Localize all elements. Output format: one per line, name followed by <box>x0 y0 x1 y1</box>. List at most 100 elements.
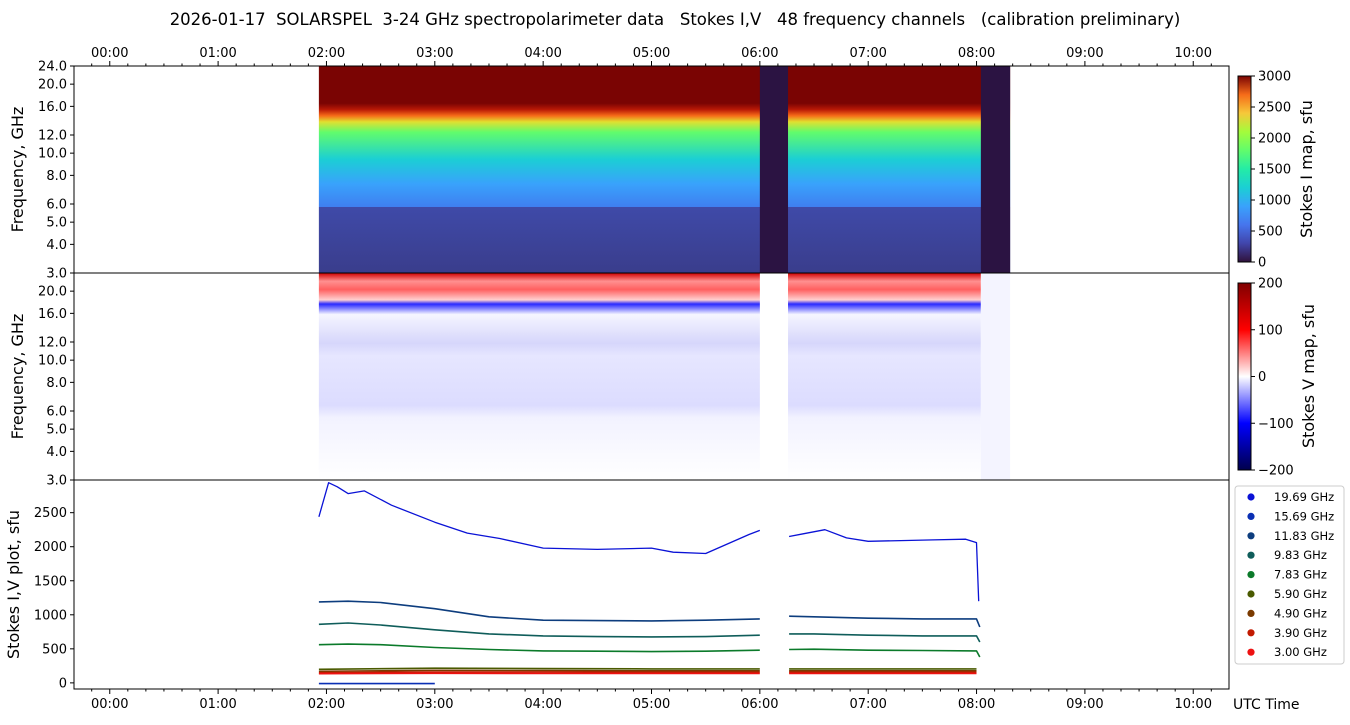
stokes-v-freq-tick-label: 12.0 <box>38 336 67 351</box>
stokes-i-spectrogram <box>318 66 1011 273</box>
bottom-time-tick-label: 03:00 <box>416 697 453 712</box>
stokes-i-colorbar-tick-label: 2000 <box>1258 132 1291 147</box>
plot-y-tick-label: 1000 <box>34 608 67 623</box>
legend-label: 7.83 GHz <box>1274 568 1327 582</box>
top-time-tick-label: 05:00 <box>633 46 670 61</box>
legend-marker <box>1247 512 1255 521</box>
plot-y-tick-label: 1500 <box>34 574 67 589</box>
series-line-4.90-ghz-part-1 <box>318 669 760 673</box>
chart-title: 2026-01-17 SOLARSPEL 3-24 GHz spectropol… <box>169 10 1181 29</box>
stokes-v-ylabel: Frequency, GHz <box>8 314 27 440</box>
legend-label: 15.69 GHz <box>1274 509 1334 523</box>
stokes-i-ylabel: Frequency, GHz <box>8 107 27 233</box>
series-line-7.83-ghz-part-1 <box>318 643 760 653</box>
legend-box <box>1234 485 1345 665</box>
legend-label: 5.90 GHz <box>1274 587 1327 601</box>
legend-label: 4.90 GHz <box>1274 606 1327 620</box>
stokes-v-map-segment-1 <box>318 273 760 480</box>
stokes-v-freq-tick-label: 6.0 <box>46 405 67 420</box>
bottom-time-tick-label: 06:00 <box>741 697 778 712</box>
top-time-tick-label: 08:00 <box>958 46 995 61</box>
legend-label: 9.83 GHz <box>1274 548 1327 562</box>
legend-marker <box>1247 551 1255 559</box>
stokes-v-freq-tick-label: 10.0 <box>38 354 67 369</box>
stokes-i-colorbar-label: Stokes I map, sfu <box>1297 100 1316 238</box>
top-time-tick-label: 02:00 <box>308 46 345 61</box>
stokes-i-map <box>318 66 1011 273</box>
bottom-time-tick-label: 09:00 <box>1066 697 1103 712</box>
series-line-3.90-ghz-part-1 <box>318 671 760 674</box>
stokes-v-colorbar-tick-label: 200 <box>1258 277 1283 292</box>
series-line-7.83-ghz-part-2 <box>789 648 981 658</box>
bottom-time-axis: 00:00 01:00 02:00 03:00 04:00 05:00 06:00 07:00… <box>91 689 1212 712</box>
stokes-i-colorbar-ticks: 3000 2500 2000 1500 1000 500 0 <box>1251 70 1291 271</box>
stokes-v-freq-tick-label: 8.0 <box>46 376 67 391</box>
stokes-i-freq-tick-label: 12.0 <box>38 129 67 144</box>
stokes-v-spectrogram <box>318 273 1011 480</box>
stokes-i-freq-tick-label: 5.0 <box>46 216 67 231</box>
series-line-5.90-ghz-part-1 <box>318 667 760 671</box>
stokes-i-colorbar: 3000 2500 2000 1500 1000 500 0 Stokes I map, s… <box>1237 70 1316 271</box>
data-gap-1 <box>759 66 789 273</box>
bottom-time-tick-label: 01:00 <box>199 697 236 712</box>
legend-marker <box>1247 571 1255 579</box>
stokes-v-freq-tick-label: 5.0 <box>46 423 67 438</box>
top-time-axis: 00:00 01:00 02:00 03:00 04:00 05:00 06:00 07:00… <box>91 46 1212 66</box>
stokes-v-colorbar-gradient <box>1237 282 1252 471</box>
legend: 19.69 GHz 15.69 GHz 11.83 GHz 9.83 GHz 7.83 … <box>1234 485 1345 665</box>
stokes-v-colorbar-tick-label: −100 <box>1258 417 1294 432</box>
stokes-v-tail <box>980 273 1011 480</box>
bottom-time-tick-label: 04:00 <box>524 697 561 712</box>
stokes-i-colorbar-tick-label: 1000 <box>1258 194 1291 209</box>
plot-frame <box>73 479 1230 690</box>
bottom-time-tick-label: 08:00 <box>958 697 995 712</box>
top-time-tick-label: 06:00 <box>741 46 778 61</box>
stokes-i-freq-tick-label: 16.0 <box>38 100 67 115</box>
legend-marker <box>1247 590 1255 598</box>
top-time-tick-label: 10:00 <box>1175 46 1212 61</box>
stokes-v-freq-tick-label: 20.0 <box>38 285 67 300</box>
plot-y-axis: 0 500 1000 1500 2000 2500 <box>34 506 74 691</box>
stokes-v-colorbar-tick-label: −200 <box>1258 464 1294 479</box>
stokes-v-colorbar-label: Stokes V map, sfu <box>1299 304 1318 448</box>
stokes-v-colorbar: 200 100 0 −100 −200 Stokes V map, sfu <box>1237 277 1318 479</box>
stokes-i-panel: 00:00 01:00 02:00 03:00 04:00 05:00 06:00 07:00… <box>8 46 1230 282</box>
legend-marker <box>1247 648 1255 656</box>
legend-marker <box>1247 629 1255 637</box>
stokes-i-freq-tick-label: 3.0 <box>46 267 67 282</box>
stokes-i-freq-tick-label: 10.0 <box>38 147 67 162</box>
series-line-19.69-ghz-part-2 <box>788 529 980 602</box>
stokes-i-colorbar-tick-label: 0 <box>1258 256 1266 271</box>
legend-label: 3.90 GHz <box>1274 626 1327 640</box>
stokes-iv-plot-panel: 0 500 1000 1500 2000 2500 00:00 01:00 02:00 03:0… <box>4 479 1299 713</box>
series-line-9.83-ghz-part-1 <box>318 622 760 638</box>
stokes-i-freq-tick-label: 4.0 <box>46 238 67 253</box>
plot-ylabel: Stokes I,V plot, sfu <box>4 510 23 659</box>
series-line-9.83-ghz-part-2 <box>789 633 981 643</box>
plot-y-tick-label: 2500 <box>34 506 67 521</box>
bottom-time-tick-label: 07:00 <box>849 697 886 712</box>
stokes-i-colorbar-gradient <box>1237 75 1252 263</box>
top-time-tick-label: 07:00 <box>849 46 886 61</box>
stokes-i-freq-tick-label: 20.0 <box>38 78 67 93</box>
top-time-tick-label: 03:00 <box>416 46 453 61</box>
stokes-v-colorbar-tick-label: 100 <box>1258 323 1283 338</box>
legend-label: 11.83 GHz <box>1274 529 1334 543</box>
legend-label: 3.00 GHz <box>1274 645 1327 659</box>
stokes-v-panel: 20.0 16.0 12.0 10.0 8.0 6.0 5.0 4.0 3.0 Frequenc… <box>8 272 1230 489</box>
legend-marker <box>1247 609 1255 618</box>
stokes-v-colorbar-tick-label: 0 <box>1258 370 1266 385</box>
top-time-tick-label: 01:00 <box>199 46 236 61</box>
stokes-i-colorbar-tick-label: 2500 <box>1258 101 1291 116</box>
stokes-i-colorbar-tick-label: 1500 <box>1258 163 1291 178</box>
series-line-11.83-ghz-part-2 <box>789 615 981 628</box>
stokes-v-colorbar-ticks: 200 100 0 −100 −200 <box>1251 277 1294 479</box>
series-line-19.69-ghz-part-1 <box>318 482 761 555</box>
series-line-11.83-ghz-part-1 <box>318 600 760 622</box>
stokes-i-colorbar-tick-label: 3000 <box>1258 70 1291 85</box>
bottom-time-tick-label: 05:00 <box>633 697 670 712</box>
stokes-v-map-segment-2 <box>788 273 981 480</box>
stokes-v-freq-tick-label: 16.0 <box>38 307 67 322</box>
top-time-tick-label: 04:00 <box>524 46 561 61</box>
